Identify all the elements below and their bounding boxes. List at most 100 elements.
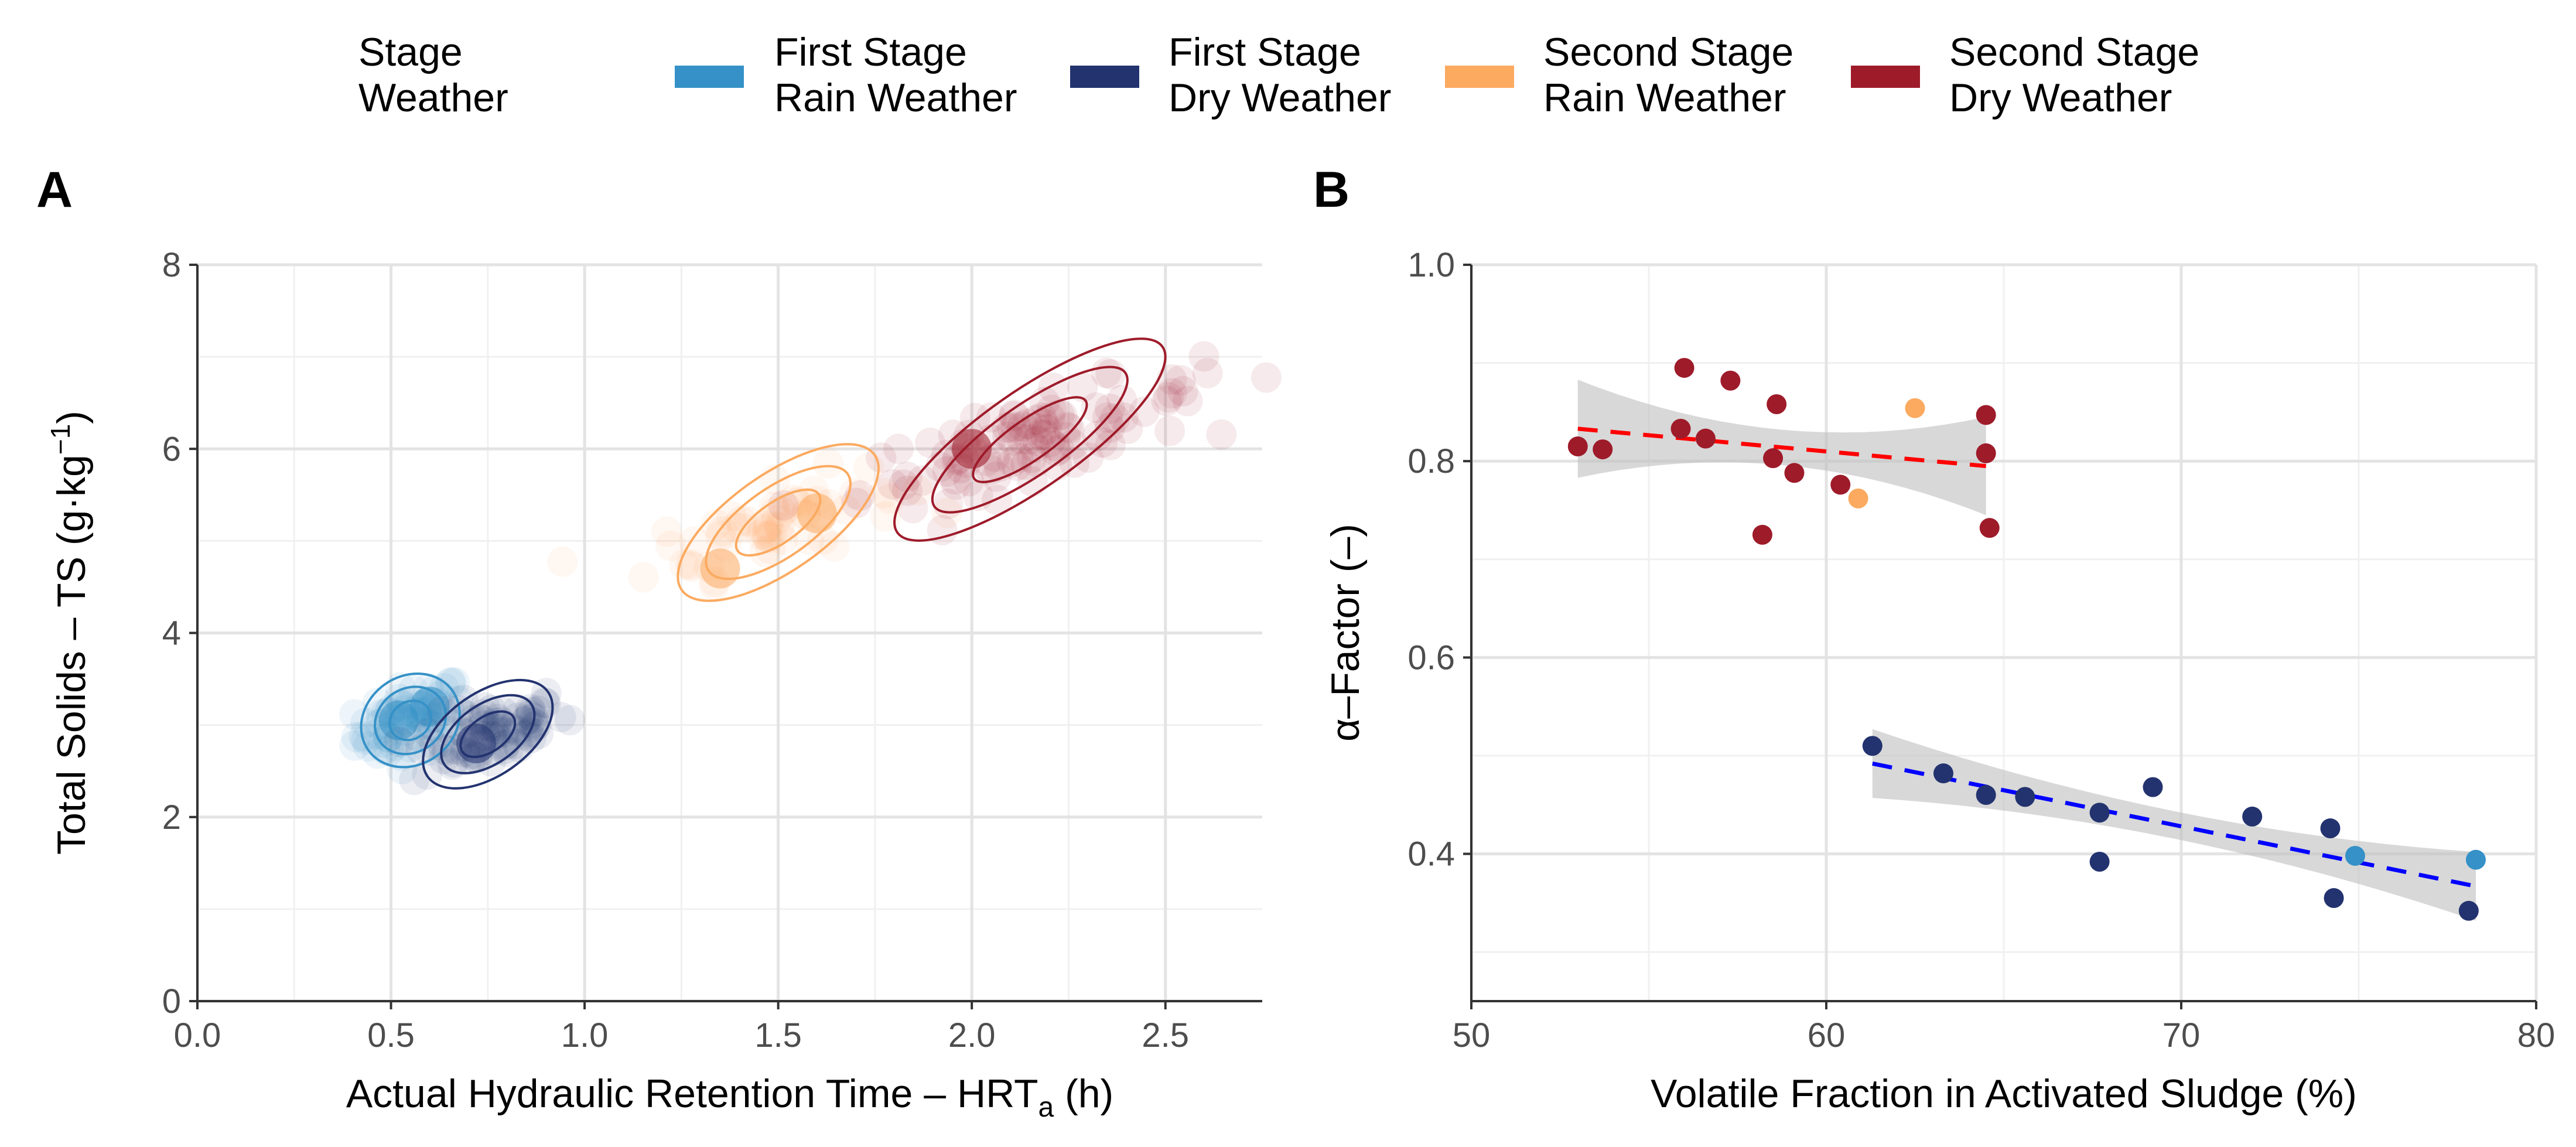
- density-point: [927, 515, 958, 546]
- data-point: [2465, 849, 2486, 870]
- panel-b-points: [1567, 357, 2486, 921]
- density-point: [891, 462, 923, 493]
- density-contour: [705, 465, 852, 581]
- density-point: [502, 702, 533, 733]
- density-point: [1153, 382, 1184, 413]
- data-point: [1752, 524, 1772, 545]
- density-point: [488, 733, 520, 764]
- density-point: [939, 464, 971, 495]
- density-point: [765, 512, 796, 543]
- density-point: [941, 469, 972, 500]
- density-point: [751, 520, 783, 551]
- density-point: [819, 531, 850, 562]
- density-point: [522, 718, 554, 749]
- density-point: [1188, 341, 1219, 372]
- data-point: [1862, 736, 1883, 756]
- density-point: [1081, 392, 1112, 423]
- density-contour: [459, 710, 517, 759]
- panel-a-x-axis-title: Actual Hydraulic Retention Time – HRTa (…: [346, 1071, 1113, 1123]
- panel-b-y-axis-title: α–Factor (–): [1323, 524, 1368, 742]
- density-point: [655, 531, 686, 562]
- data-point: [1848, 488, 1868, 508]
- data-point: [1784, 463, 1805, 483]
- x-tick-label: 0.5: [367, 1016, 415, 1054]
- density-point: [1206, 419, 1237, 450]
- density-point: [1006, 424, 1037, 455]
- y-tick-label: 2: [162, 798, 181, 837]
- legend-title-line1: Stage: [358, 30, 463, 74]
- density-point: [1034, 426, 1065, 458]
- density-point: [983, 451, 1014, 482]
- data-point: [1763, 448, 1784, 469]
- density-point: [1095, 412, 1126, 443]
- density-point: [387, 754, 418, 785]
- density-point: [883, 433, 914, 465]
- density-point: [1172, 385, 1203, 417]
- legend-ss-rain-line1: Second Stage: [1543, 30, 1793, 74]
- density-point: [1026, 419, 1057, 450]
- density-point: [669, 549, 700, 580]
- density-point: [759, 491, 790, 523]
- density-point: [370, 733, 401, 764]
- density-point: [751, 521, 782, 552]
- data-point: [2345, 845, 2365, 866]
- legend-ss-rain-line2: Rain Weather: [1543, 76, 1786, 120]
- density-point: [999, 401, 1030, 432]
- density-point: [515, 699, 546, 730]
- density-point: [554, 705, 585, 736]
- density-contour: [422, 678, 554, 790]
- density-peak: [378, 700, 419, 740]
- density-point: [1129, 396, 1160, 427]
- density-point: [435, 668, 466, 699]
- y-tick-label: 1.0: [1407, 246, 1455, 284]
- density-point: [509, 706, 540, 738]
- density-contour: [360, 673, 461, 769]
- density-point: [485, 706, 516, 738]
- density-contour: [440, 694, 536, 774]
- x-tick-label: 60: [1808, 1016, 1846, 1054]
- density-point: [426, 728, 457, 759]
- density-point: [1067, 371, 1098, 402]
- data-point: [1670, 418, 1691, 439]
- density-point: [1167, 375, 1198, 407]
- legend-fs-rain-line1: First Stage: [774, 30, 967, 74]
- data-point: [2089, 852, 2110, 872]
- data-point: [2143, 777, 2163, 797]
- density-point: [1054, 413, 1085, 444]
- density-contour: [972, 396, 1088, 483]
- density-point: [1094, 393, 1125, 424]
- data-point: [1830, 474, 1851, 495]
- density-point: [519, 712, 550, 743]
- density-point: [432, 735, 463, 766]
- data-point: [2089, 803, 2110, 823]
- density-point: [870, 501, 901, 532]
- x-tick-label: 70: [2162, 1016, 2201, 1054]
- density-peak: [456, 723, 496, 764]
- density-point: [830, 494, 861, 525]
- density-point: [1031, 414, 1062, 445]
- density-point: [1026, 402, 1057, 433]
- x-tick-label: 0.0: [174, 1016, 221, 1054]
- legend-fs-dry-line1: First Stage: [1169, 30, 1361, 74]
- density-point: [353, 731, 384, 762]
- density-point: [705, 520, 736, 551]
- panel-a: 0.0 0.5 1.0 1.5 2.0 2.5 0 2 4 6 8 Actual Hydraulic…: [45, 246, 1282, 1123]
- legend-key-fs-dry: [1070, 66, 1139, 88]
- y-tick-label: 0.6: [1407, 639, 1455, 677]
- density-contour: [734, 488, 822, 557]
- density-point: [1082, 420, 1113, 451]
- data-point: [1979, 518, 2000, 538]
- density-point: [1059, 447, 1090, 478]
- density-point: [515, 697, 546, 728]
- density-point: [469, 692, 500, 723]
- density-point: [953, 466, 984, 497]
- data-point: [1933, 763, 1953, 784]
- density-point: [888, 469, 919, 500]
- density-point: [492, 736, 523, 767]
- density-point: [1156, 378, 1187, 409]
- density-point: [768, 490, 799, 521]
- density-point: [907, 465, 938, 496]
- data-point: [2324, 888, 2344, 909]
- density-point: [1047, 400, 1078, 431]
- density-point: [869, 478, 900, 509]
